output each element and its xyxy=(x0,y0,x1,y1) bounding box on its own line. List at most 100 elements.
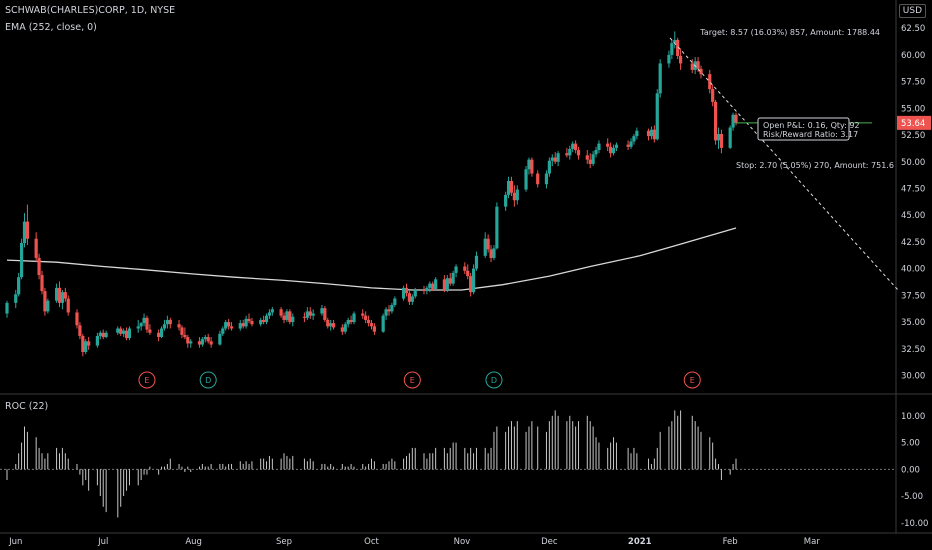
roc-tick-label: -10.00 xyxy=(901,519,928,529)
candle-body xyxy=(678,55,683,64)
time-tick-label: Feb xyxy=(723,537,738,547)
candle-body xyxy=(547,160,551,174)
time-tick-label: Aug xyxy=(185,537,202,547)
price-tick-label: 52.50 xyxy=(901,131,925,141)
candle-body xyxy=(716,133,721,141)
event-marker xyxy=(199,371,217,389)
candle-body xyxy=(186,337,190,344)
candle-body xyxy=(606,143,610,147)
candle-body xyxy=(320,308,324,314)
candle-body xyxy=(291,316,295,323)
candle-body xyxy=(434,279,438,289)
candle-body xyxy=(127,328,132,339)
candle-body xyxy=(649,129,654,137)
candle-body xyxy=(81,335,85,353)
candle-body xyxy=(142,317,146,324)
candle-body xyxy=(492,248,496,258)
candle-body xyxy=(349,319,353,323)
candle-body xyxy=(676,39,680,56)
event-marker xyxy=(485,371,503,389)
candle-body xyxy=(489,249,493,258)
candle-body xyxy=(159,328,164,338)
candle-body xyxy=(442,279,446,291)
candle-body xyxy=(346,319,350,325)
time-tick-label: 2021 xyxy=(628,537,652,547)
candle-body xyxy=(719,133,724,148)
price-tick-label: 37.50 xyxy=(901,291,925,301)
candle-body xyxy=(667,54,671,64)
roc-tick-label: -5.00 xyxy=(901,492,923,502)
candle-body xyxy=(84,341,88,353)
candle-body xyxy=(288,311,292,323)
candle-body xyxy=(673,39,677,44)
last-price-tag xyxy=(897,115,931,130)
candle-body xyxy=(189,341,193,344)
price-tick-label: 62.50 xyxy=(901,24,925,34)
candle-body xyxy=(731,114,735,128)
candle-body xyxy=(264,315,269,323)
candle-body xyxy=(139,323,143,327)
candle-body xyxy=(407,293,412,302)
candle-body xyxy=(635,130,639,137)
time-tick-label: Dec xyxy=(541,537,558,547)
candle-body xyxy=(544,173,549,185)
pnl-box xyxy=(757,117,850,141)
roc-legend: ROC (22) xyxy=(5,401,49,412)
candle-body xyxy=(247,318,251,322)
candle-body xyxy=(524,169,528,190)
candle-body xyxy=(279,309,283,316)
target-label: Target: 8.57 (16.03%) 857, Amount: 1788.… xyxy=(699,28,880,37)
candle-body xyxy=(14,294,18,303)
candle-body xyxy=(244,318,248,327)
candle-body xyxy=(469,276,473,293)
candle-body xyxy=(614,144,619,148)
candle-body xyxy=(384,309,388,316)
candle-body xyxy=(364,315,368,320)
candle-body xyxy=(655,93,659,140)
candle-body xyxy=(713,101,718,141)
candle-body xyxy=(218,333,222,345)
candle-body xyxy=(5,302,9,314)
candle-body xyxy=(203,337,207,340)
candle-body xyxy=(78,325,82,336)
candle-body xyxy=(63,292,67,299)
candle-body xyxy=(495,206,499,249)
candle-body xyxy=(229,326,234,329)
candle-body xyxy=(250,321,254,325)
candle-body xyxy=(451,272,455,284)
time-tick-label: Mar xyxy=(804,537,821,547)
candle-body xyxy=(372,326,377,332)
candle-body xyxy=(629,141,633,147)
price-tick-label: 45.00 xyxy=(901,211,925,221)
candle-body xyxy=(206,337,210,342)
candle-body xyxy=(282,315,286,320)
candle-body xyxy=(177,324,181,328)
candle-body xyxy=(445,278,449,291)
candle-body xyxy=(326,319,330,327)
candle-body xyxy=(565,153,569,156)
candle-body xyxy=(19,242,24,278)
candle-body xyxy=(124,330,129,339)
time-tick-label: Sep xyxy=(276,537,292,547)
currency-button[interactable]: USD xyxy=(898,4,926,18)
candle-body xyxy=(466,270,470,277)
time-tick-label: Jun xyxy=(8,537,22,547)
candle-body xyxy=(369,323,374,327)
candle-body xyxy=(323,308,327,320)
time-tick-label: Nov xyxy=(454,537,471,547)
candle-body xyxy=(25,221,30,239)
candle-body xyxy=(597,143,601,151)
candle-body xyxy=(728,127,732,148)
candle-body xyxy=(343,324,347,332)
event-marker-label: E xyxy=(144,376,149,385)
candle-body xyxy=(361,313,365,316)
candle-body xyxy=(509,181,514,193)
candle-body xyxy=(262,319,266,323)
candle-body xyxy=(145,317,149,330)
price-tick-label: 60.00 xyxy=(901,51,925,61)
event-marker-label: D xyxy=(491,376,497,385)
candle-body xyxy=(410,296,414,302)
candle-body xyxy=(611,147,616,154)
candle-body xyxy=(57,287,62,303)
